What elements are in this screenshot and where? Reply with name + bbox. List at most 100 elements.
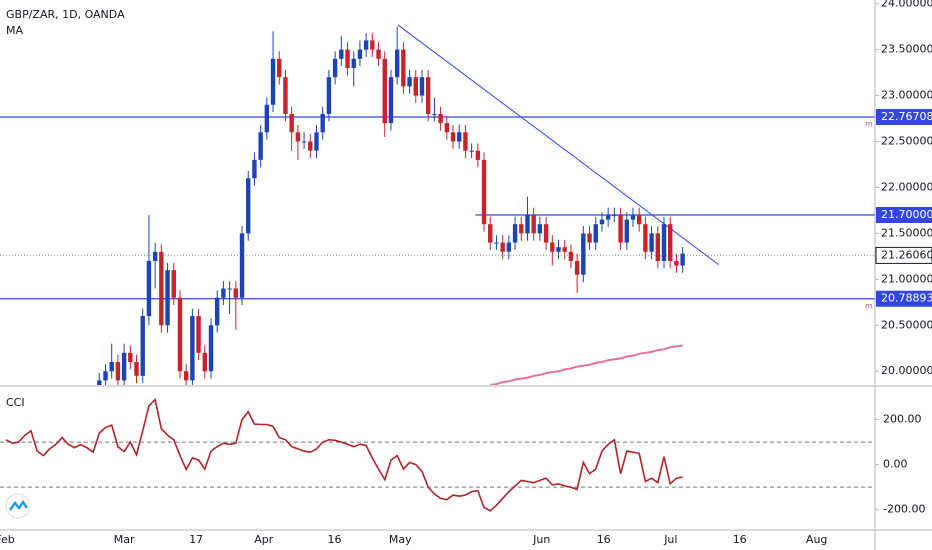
candle-body: [438, 113, 443, 124]
x-tick-label: 16: [733, 533, 747, 546]
candle-body: [171, 270, 176, 298]
candle-body: [190, 316, 195, 381]
ma-line: [490, 344, 683, 385]
candle-body: [177, 297, 183, 372]
level-label-box: [876, 207, 932, 224]
candle-body: [674, 260, 679, 266]
x-tick-label: Jul: [663, 533, 677, 546]
candle-body: [85, 408, 89, 413]
y-tick-label: 23.00000: [881, 89, 932, 102]
candle-body: [543, 224, 549, 243]
candle-body: [581, 233, 586, 275]
candle-body: [525, 215, 530, 234]
candle-body: [159, 251, 164, 326]
x-tick-label: Aug: [806, 533, 827, 546]
candle-body: [363, 40, 369, 50]
alert-marker: m: [865, 120, 873, 129]
candle-body: [326, 77, 332, 114]
candle-body: [624, 219, 629, 243]
candle-body: [41, 417, 45, 426]
level-label-box: [876, 290, 932, 307]
price-pane: [0, 24, 875, 426]
candle-body: [72, 408, 76, 413]
candle-body: [54, 408, 58, 417]
candle-body: [345, 49, 350, 68]
candle-body: [165, 270, 170, 326]
candle-body: [78, 408, 82, 413]
candle-body: [655, 233, 661, 261]
candle-body: [636, 215, 642, 225]
candle-body: [103, 371, 108, 381]
candle-body: [481, 159, 487, 225]
candle-body: [618, 215, 623, 243]
candle-body: [109, 362, 114, 372]
candle-body: [221, 288, 226, 298]
candle-body: [208, 325, 214, 372]
y-tick-label: 20.50000: [881, 318, 932, 331]
candle-body: [649, 233, 654, 252]
candle-body: [643, 224, 648, 252]
candle-body: [457, 132, 462, 142]
candle-body: [556, 247, 561, 252]
candle-body: [146, 260, 152, 317]
y-tick-label: 22.50000: [881, 135, 932, 148]
last-price-label: 21.26060: [881, 248, 932, 261]
candle-body: [60, 399, 64, 408]
x-tick-label: Jun: [532, 533, 550, 546]
candle-body: [568, 251, 574, 261]
candle-body: [376, 49, 381, 59]
logo-mark: [9, 499, 28, 511]
y-tick-label: 21.50000: [881, 226, 932, 239]
cci-pane: [0, 397, 875, 512]
chart-title: GBP/ZAR, 1D, OANDA: [6, 8, 125, 21]
candle-body: [239, 233, 245, 298]
candle-body: [91, 413, 95, 418]
candle-body: [574, 260, 580, 275]
candle-body: [320, 113, 325, 133]
candle-body: [605, 215, 611, 220]
cci-line: [5, 397, 683, 512]
candle-body: [463, 132, 468, 151]
candle-body: [357, 49, 363, 59]
candle-body: [246, 178, 251, 234]
candle-body: [264, 104, 270, 133]
candle-body: [295, 132, 301, 142]
candle-body: [382, 58, 387, 124]
candle-body: [413, 77, 418, 96]
candle-body: [270, 58, 276, 105]
candle-body: [115, 362, 121, 381]
y-tick-label: 20.00000: [881, 364, 932, 377]
y-tick-label: 24.00000: [881, 0, 932, 10]
candle-body: [16, 417, 20, 422]
candle-body: [339, 49, 344, 59]
x-tick-label: May: [389, 533, 412, 546]
candle-body: [593, 224, 598, 243]
level-label-box: [876, 108, 932, 125]
candle-body: [152, 251, 158, 261]
candle-body: [444, 123, 450, 133]
level-label: 22.76708: [881, 110, 932, 123]
candle-body: [29, 399, 33, 408]
cci-tick-label: 0.00: [883, 458, 908, 471]
candle-body: [214, 297, 220, 326]
candle-body: [35, 399, 39, 417]
candle-body: [407, 77, 412, 87]
candle-body: [314, 132, 319, 151]
candle-body: [301, 141, 307, 143]
candle-body: [140, 316, 145, 376]
candle-body: [394, 49, 400, 78]
candle-body: [599, 219, 605, 225]
candle-body: [10, 417, 14, 426]
candle-body: [419, 77, 425, 96]
candle-body: [134, 362, 139, 376]
y-tick-label: 23.50000: [881, 43, 932, 56]
cci-tick-label: 200.00: [883, 413, 922, 426]
candle-body: [612, 215, 617, 217]
level-label: 21.70000: [881, 208, 932, 221]
x-tick-label: 17: [189, 533, 203, 546]
x-tick-label: Mar: [114, 533, 135, 546]
candle-body: [121, 352, 127, 381]
level-label: 20.78893: [881, 292, 932, 305]
candle-body: [183, 371, 189, 381]
